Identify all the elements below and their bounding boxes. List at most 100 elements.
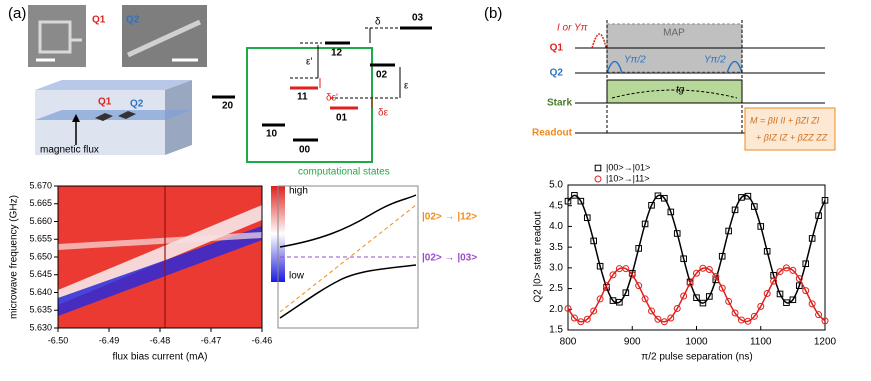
data-point xyxy=(731,206,739,214)
row-label: Q2 xyxy=(550,68,564,79)
data-point xyxy=(738,194,745,201)
q1-label: Q1 xyxy=(92,15,106,26)
data-point xyxy=(667,314,675,322)
delta-label: δ xyxy=(375,17,381,28)
data-point xyxy=(622,265,630,273)
y-tick-label: 5.655 xyxy=(29,234,52,244)
data-point xyxy=(750,312,758,320)
data-point xyxy=(641,295,649,303)
data-point xyxy=(815,311,823,319)
anticrossing-frame xyxy=(277,185,419,329)
y-tick-label: 2.0 xyxy=(549,304,563,315)
q1-pulse xyxy=(591,33,607,49)
data-point xyxy=(808,300,816,308)
level-label: 00 xyxy=(299,145,311,156)
stark-box xyxy=(606,79,743,104)
legend-label: |10>→|11> xyxy=(606,173,650,183)
data-point xyxy=(693,294,700,301)
device-q1: Q1 xyxy=(98,97,112,108)
level-label: 03 xyxy=(412,13,424,24)
device-front xyxy=(35,90,165,155)
data-point xyxy=(596,295,604,303)
plot-frame xyxy=(567,184,826,331)
x-tick-label: 800 xyxy=(560,337,577,348)
x-tick-label: 1000 xyxy=(685,337,708,348)
data-point xyxy=(577,318,585,326)
x-tick-label: 1100 xyxy=(750,337,772,348)
data-point xyxy=(796,282,803,289)
data-point xyxy=(802,260,810,268)
data-point xyxy=(680,292,688,300)
x-tick-label: -6.48 xyxy=(150,335,171,345)
data-point xyxy=(763,247,771,255)
q2-label: Q2 xyxy=(126,15,140,26)
data-point xyxy=(635,282,643,290)
data-point xyxy=(770,277,778,285)
data-point xyxy=(718,252,726,260)
flux-arrowhead xyxy=(72,114,80,122)
y-tick-label: 3.5 xyxy=(549,242,563,253)
row-label: Stark xyxy=(547,98,572,109)
upper-branch xyxy=(279,194,417,248)
panel-label: (b) xyxy=(484,5,502,22)
heatmap-band xyxy=(58,232,262,250)
formula-box xyxy=(744,107,836,151)
sem-image xyxy=(28,5,86,67)
data-point xyxy=(712,273,720,281)
legend-label: |00>→|01> xyxy=(606,162,650,172)
data-point xyxy=(821,317,829,325)
data-point xyxy=(680,255,687,263)
formula: M = βII II + βZI ZI xyxy=(750,115,820,125)
data-point xyxy=(693,269,700,277)
y-tick-label: 5.640 xyxy=(29,287,52,297)
data-point xyxy=(564,304,572,312)
y-axis-label: Q2 |0> state readout xyxy=(533,211,544,302)
pulse-label: Yπ/2 xyxy=(704,55,726,66)
x-tick-label: -6.46 xyxy=(252,335,273,345)
data-point xyxy=(609,271,617,279)
heatmap-ylabel: microwave frequency (GHz) xyxy=(9,195,20,319)
data-point xyxy=(699,299,707,307)
y-tick-label: 3.0 xyxy=(549,262,563,273)
level-label: 10 xyxy=(266,129,278,140)
data-point xyxy=(628,271,636,279)
device-top xyxy=(35,80,192,90)
y-tick-label: 1.5 xyxy=(549,325,563,336)
box-label: computational states xyxy=(298,167,390,178)
stark-profile xyxy=(611,89,738,99)
data-point xyxy=(815,212,822,219)
y-tick-label: 2.5 xyxy=(549,283,563,294)
transition-02-12 xyxy=(279,204,417,313)
data-point xyxy=(718,284,726,292)
map-label: MAP xyxy=(663,28,685,39)
level-label: 02 xyxy=(376,70,388,81)
sem-structure xyxy=(126,19,202,58)
data-point xyxy=(808,235,816,242)
eps-label: ε xyxy=(404,81,409,92)
y-tick-label: 5.650 xyxy=(29,251,52,261)
device-plane xyxy=(35,110,192,120)
data-point xyxy=(776,290,784,298)
formula: + βIZ IZ + βZZ ZZ xyxy=(756,132,828,142)
d-eps-label: δε xyxy=(378,108,389,119)
transition-label: |02> → |12> xyxy=(422,212,477,223)
data-point xyxy=(648,202,655,209)
data-point xyxy=(635,245,642,252)
q2-pulse xyxy=(606,60,623,74)
y-tick-label: 5.670 xyxy=(29,180,52,190)
level-label: 01 xyxy=(336,113,348,124)
data-point xyxy=(590,307,598,315)
data-point xyxy=(763,290,771,298)
legend-marker xyxy=(594,164,602,172)
data-point xyxy=(789,266,797,274)
data-point xyxy=(795,275,803,283)
data-point xyxy=(609,297,617,304)
x-axis-label: π/2 pulse separation (ns) xyxy=(641,352,752,363)
data-point xyxy=(699,264,707,272)
q2-pulse xyxy=(726,60,743,74)
row-label: Q1 xyxy=(550,43,564,54)
data-point xyxy=(751,203,758,210)
data-point xyxy=(654,315,662,323)
level-label: 12 xyxy=(331,48,343,59)
data-point xyxy=(686,279,694,287)
